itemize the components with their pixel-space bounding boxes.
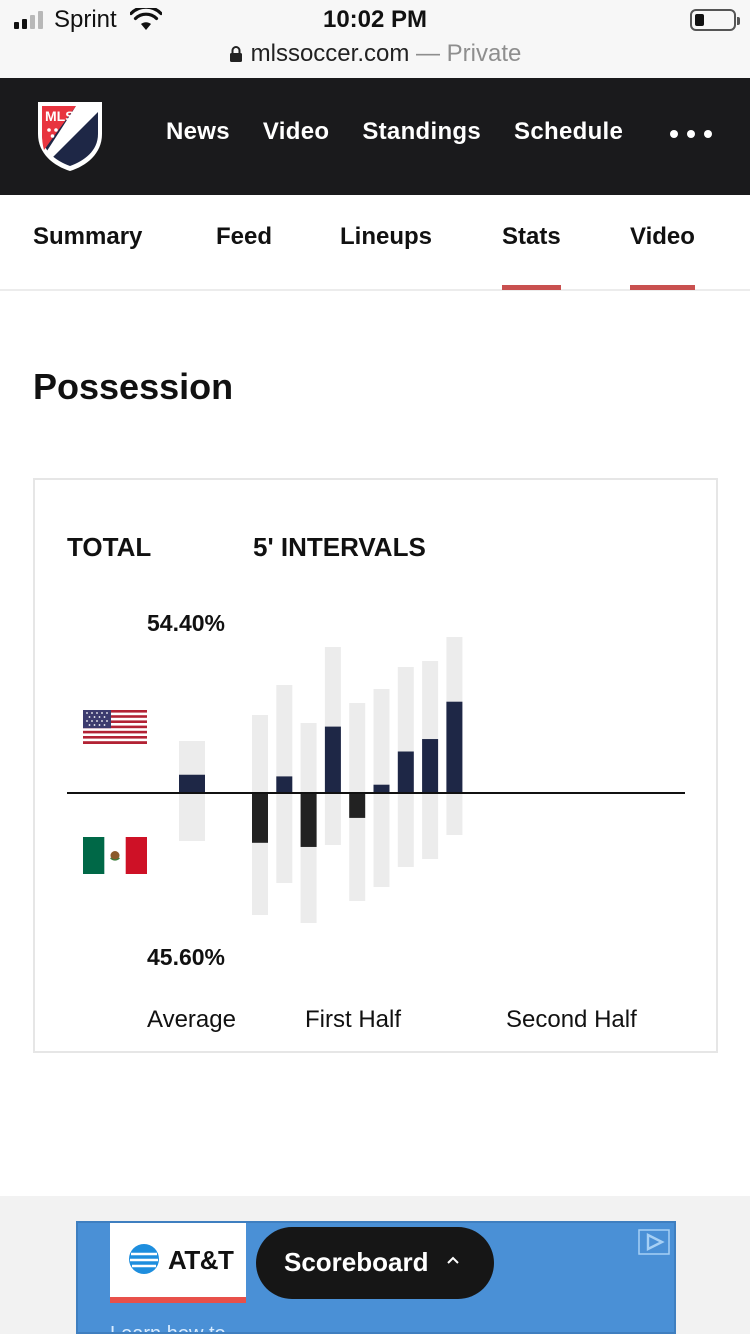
carrier-name: Sprint [54,6,117,33]
interval-home-bar-3 [324,726,341,793]
att-globe-icon [129,1244,159,1274]
main-nav: News Video Standings Schedule [166,118,656,146]
scoreboard-toggle-button[interactable]: Scoreboard [256,1227,494,1299]
tab-video-underline [630,285,695,290]
interval-away-bar-4 [349,793,366,818]
url-domain: mlssoccer.com [250,40,410,67]
possession-chart [67,637,685,923]
status-bar: Sprint 10:02 PM [0,0,750,40]
more-menu-icon[interactable] [670,130,712,138]
possession-title: Possession [33,366,234,407]
att-brand-text: AT&T [168,1245,234,1275]
cellular-signal-icon [14,11,43,29]
home-possession-percent: 54.40% [147,610,226,636]
interval-away-bar-0 [252,793,268,843]
wifi-icon [130,8,162,30]
scoreboard-label: Scoreboard [284,1247,429,1277]
url-separator: — [409,40,447,67]
interval-home-bar-7 [422,739,439,793]
status-time: 10:02 PM [322,6,428,33]
tab-summary-label: Summary [33,223,143,250]
tab-feed-label: Feed [216,223,273,250]
possession-chart-card: TOTAL 5' INTERVALS 54.40% 45.60% Average… [33,478,718,1053]
axis-label-average: Average [147,1006,236,1033]
battery-icon [690,9,740,31]
tab-lineups[interactable]: Lineups [340,223,432,251]
interval-home-bar-6 [397,751,414,793]
tab-total[interactable]: TOTAL [67,532,152,562]
private-mode-label: Private [446,40,522,67]
tab-video-label: Video [630,223,695,250]
interval-away-bar-2 [300,793,317,847]
nav-video[interactable]: Video [262,118,330,145]
tab-stats-underline [502,285,561,290]
axis-label-first-half: First Half [305,1006,401,1033]
mls-logo[interactable]: MLS [36,100,104,172]
att-logo-box: AT&T [110,1223,246,1303]
usa-flag-icon [83,710,147,744]
tab-video[interactable]: Video [630,223,695,290]
ad-subtext: Learn how to [110,1323,226,1334]
adchoices-icon[interactable] [638,1229,670,1255]
away-possession-percent: 45.60% [147,944,226,970]
interval-home-bar-8 [446,701,463,793]
nav-news[interactable]: News [166,118,230,145]
nav-standings[interactable]: Standings [362,118,482,145]
axis-label-second-half: Second Half [506,1006,637,1033]
chevron-up-icon [447,1256,459,1264]
match-sub-nav: Summary Feed Lineups Stats Video [0,195,750,291]
tab-stats[interactable]: Stats [502,223,561,290]
site-header: MLS News Video Standings Schedule [0,78,750,195]
interval-home-bar-5 [373,784,390,793]
tab-feed[interactable]: Feed [216,223,272,251]
nav-schedule[interactable]: Schedule [514,118,624,145]
mexico-flag-icon [83,837,147,874]
tab-5min-intervals[interactable]: 5' INTERVALS [253,532,426,562]
tab-stats-label: Stats [502,223,561,250]
mls-logo-text: MLS [45,108,75,124]
tab-lineups-label: Lineups [340,223,433,250]
url-bar[interactable]: mlssoccer.com — Private [0,40,750,78]
lock-icon [229,46,242,62]
average-home-bar-0 [179,774,205,793]
interval-home-bar-1 [276,776,293,793]
tab-summary[interactable]: Summary [33,223,142,251]
